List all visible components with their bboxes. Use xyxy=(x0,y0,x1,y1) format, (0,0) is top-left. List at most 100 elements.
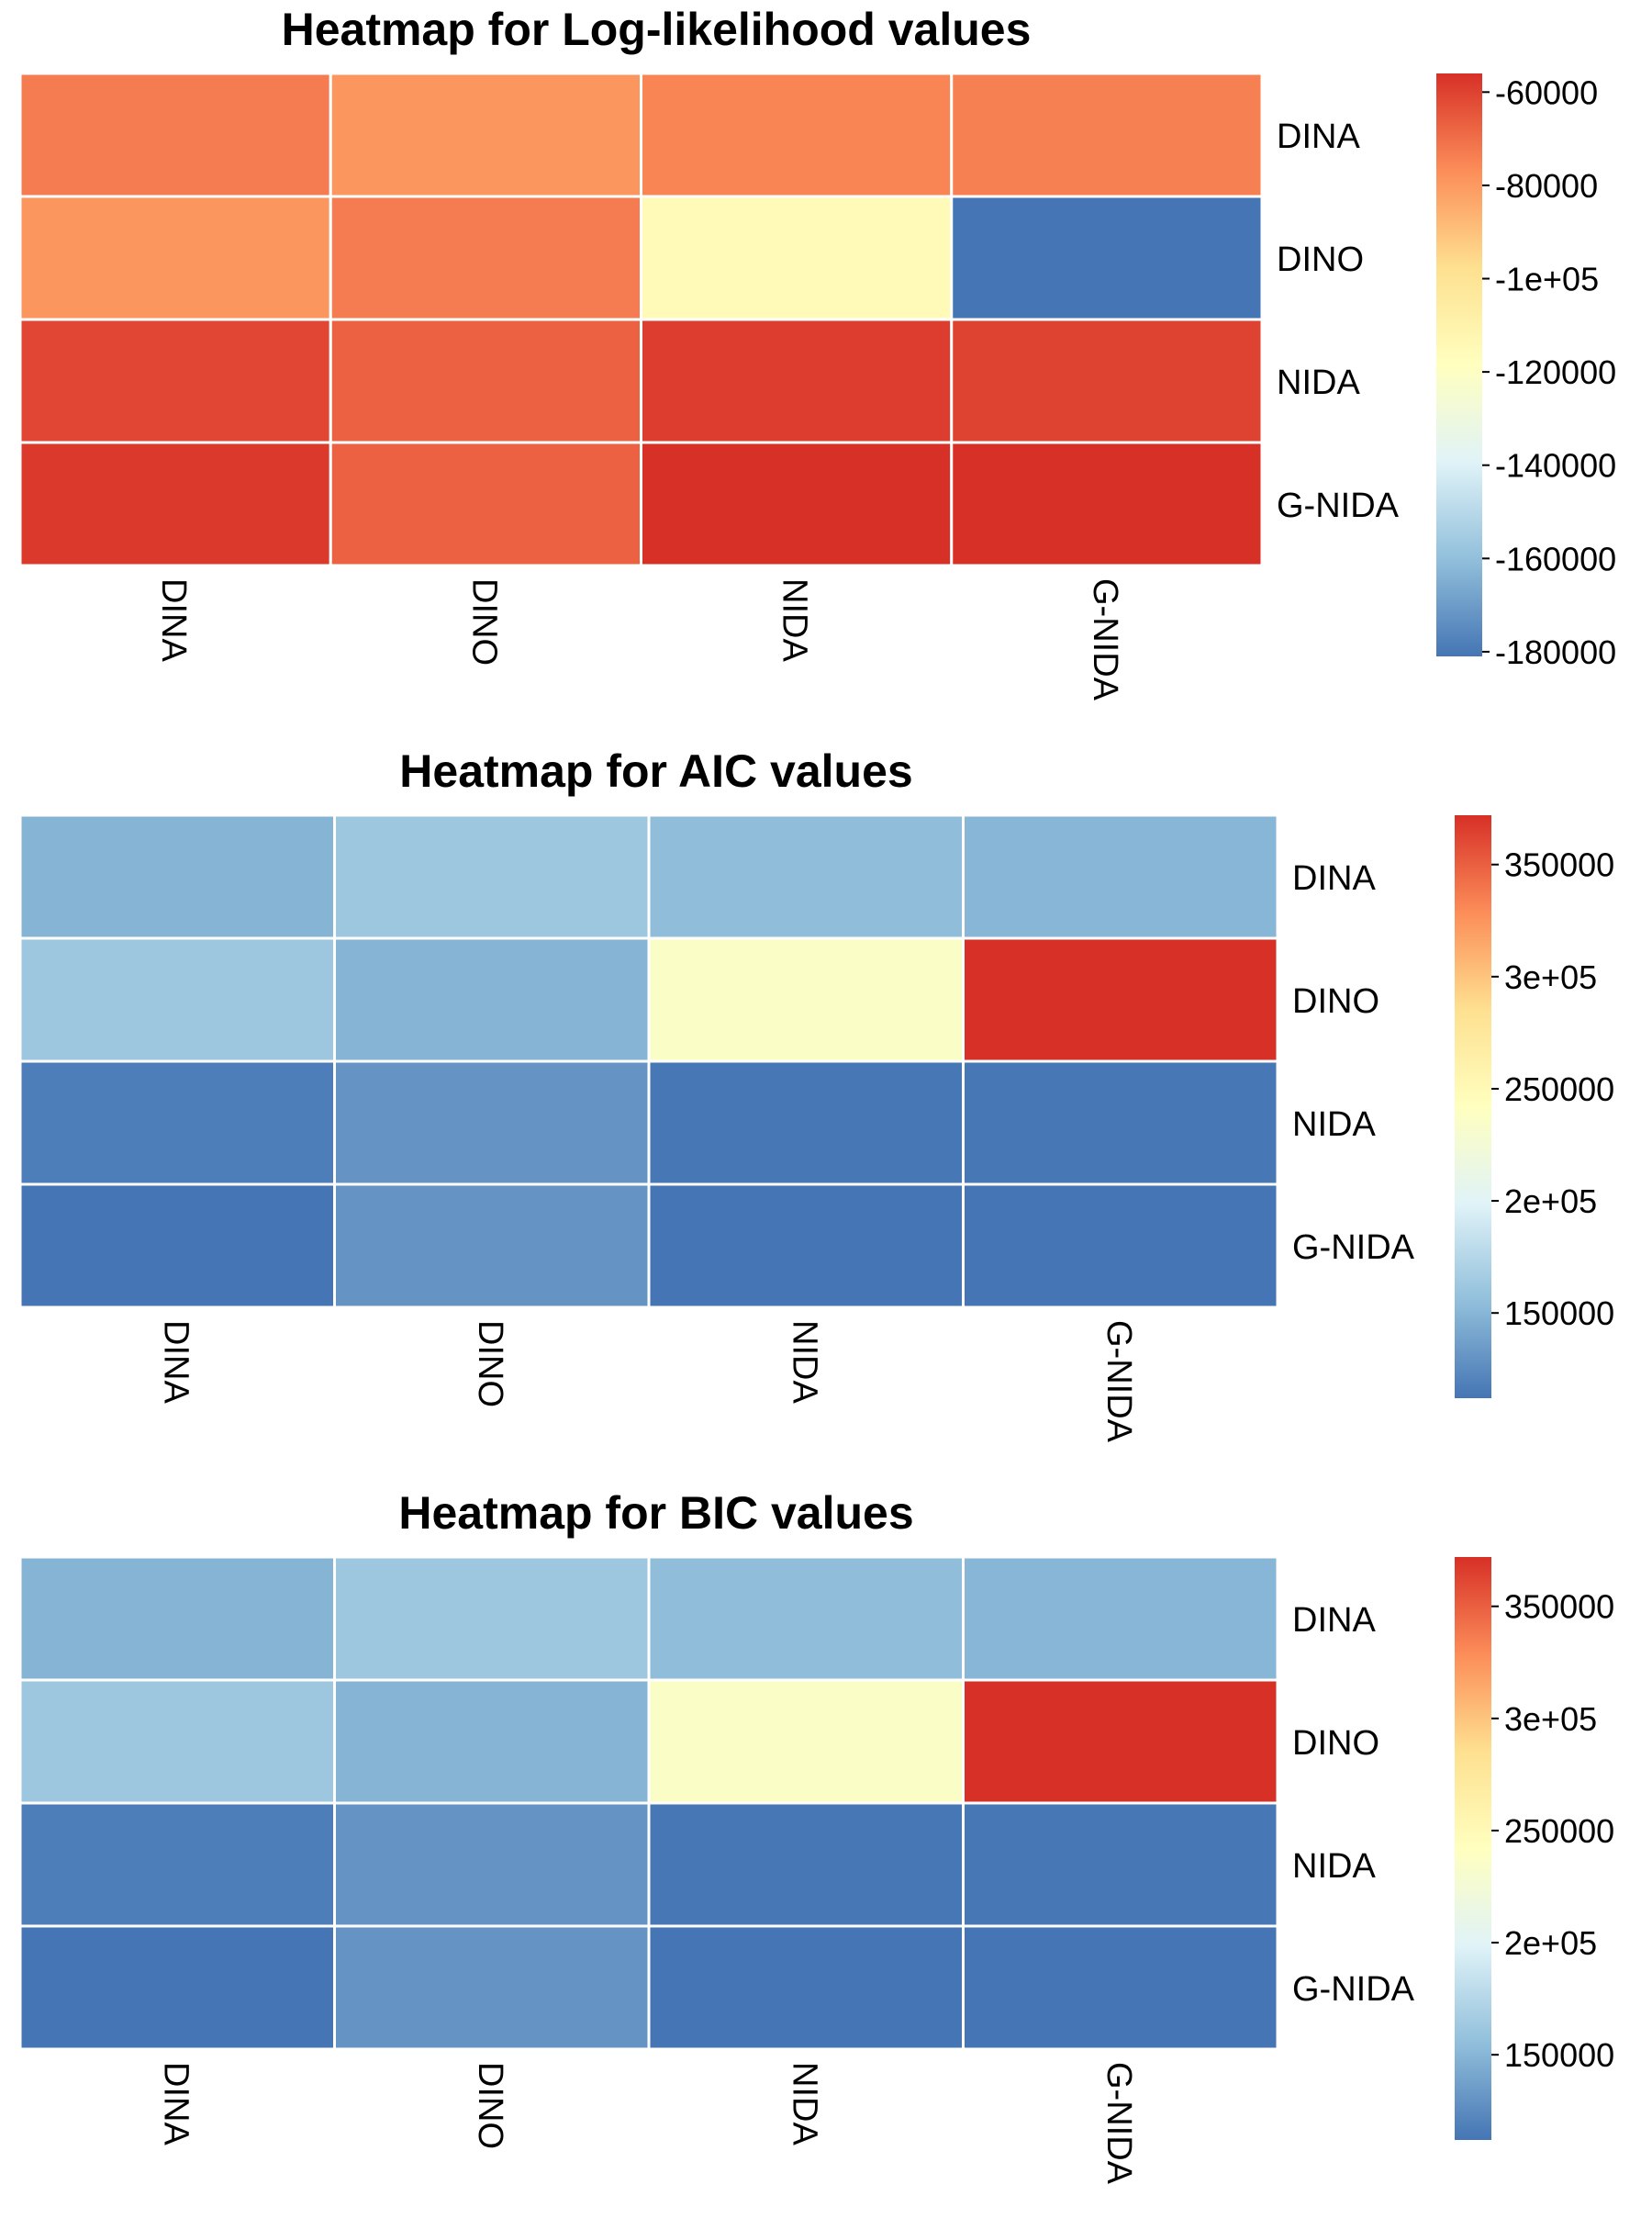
column-label: DINO xyxy=(471,2062,509,2149)
heatmap-cell-g-nida-dina xyxy=(18,1182,336,1309)
row-label: DINO xyxy=(1292,982,1379,1021)
column-label: DINA xyxy=(156,1320,195,1404)
colorbar-tick-label: 2e+05 xyxy=(1504,1182,1597,1220)
row-label: G-NIDA xyxy=(1277,487,1400,525)
column-label: DINA xyxy=(156,2062,195,2145)
heatmap-cell-dino-dino xyxy=(333,1678,651,1805)
chart-title: Heatmap for AIC values xyxy=(399,745,913,797)
heatmap-panel-loglik: Heatmap for Log-likelihood values DINA DI… xyxy=(0,0,1652,734)
heatmap-cell-dino-nida xyxy=(640,195,954,321)
row-label: NIDA xyxy=(1292,1105,1376,1144)
colorbar-tick-label: 250000 xyxy=(1504,1070,1614,1108)
heatmap-cell-g-nida-dino xyxy=(329,441,642,567)
heatmap-cell-dino-dino xyxy=(333,936,651,1063)
colorbar-tick-label: -140000 xyxy=(1495,447,1616,485)
row-label: DINA xyxy=(1292,1601,1376,1640)
colorbar-tick-label: 2e+05 xyxy=(1504,1924,1597,1962)
colorbar-tick-label: -60000 xyxy=(1495,73,1598,111)
heatmap-aic: DINA DINO NIDA G-NIDA DINA DINO NIDA G-NIDA 3500… xyxy=(18,813,1614,1443)
heatmap-cell-dino-dina xyxy=(18,936,336,1063)
colorbar-tick-label: -1e+05 xyxy=(1495,261,1599,298)
column-label: DINA xyxy=(154,578,193,662)
colorbar-tick-label: 3e+05 xyxy=(1504,958,1597,996)
colorbar-tick-label: 3e+05 xyxy=(1504,1700,1597,1738)
heatmap-cell-dino-g-nida xyxy=(962,936,1279,1063)
column-label: DINO xyxy=(471,1320,509,1407)
colorbar xyxy=(1455,1557,1491,2140)
heatmap-cell-dina-g-nida xyxy=(962,813,1279,940)
heatmap-panel-aic: Heatmap for AIC values DINA DINO NIDA G-NID… xyxy=(0,742,1652,1476)
row-label: G-NIDA xyxy=(1292,1970,1415,2009)
heatmap-cell-nida-dina xyxy=(18,1801,336,1928)
heatmap-cell-nida-dina xyxy=(18,1059,336,1186)
colorbar xyxy=(1455,815,1491,1398)
heatmap-cell-dino-dino xyxy=(329,195,642,321)
heatmap-cell-dina-nida xyxy=(647,813,965,940)
heatmap-cell-dina-dina xyxy=(18,72,332,198)
heatmap-cell-dino-g-nida xyxy=(962,1678,1279,1805)
row-label: G-NIDA xyxy=(1292,1228,1415,1267)
heatmap-cell-g-nida-g-nida xyxy=(962,1182,1279,1309)
heatmap-cell-dino-nida xyxy=(647,936,965,1063)
heatmap-cell-dina-dina xyxy=(18,813,336,940)
heatmap-cell-dino-dina xyxy=(18,195,332,321)
heatmap-cell-dino-nida xyxy=(647,1678,965,1805)
heatmap-cell-g-nida-g-nida xyxy=(962,1924,1279,2051)
heatmap-cell-nida-nida xyxy=(647,1801,965,1928)
heatmap-cell-g-nida-nida xyxy=(647,1924,965,2051)
heatmap-cell-nida-g-nida xyxy=(950,318,1264,444)
heatmap-cell-dino-dina xyxy=(18,1678,336,1805)
row-label: NIDA xyxy=(1292,1847,1376,1886)
heatmap-cell-g-nida-nida xyxy=(647,1182,965,1309)
colorbar-tick-label: -180000 xyxy=(1495,633,1616,671)
colorbar-tick-label: -120000 xyxy=(1495,353,1616,391)
heatmap-cell-dino-g-nida xyxy=(950,195,1264,321)
colorbar-tick-label: 350000 xyxy=(1504,1588,1614,1626)
heatmap-cell-nida-dino xyxy=(333,1801,651,1928)
colorbar-tick-label: 150000 xyxy=(1504,1294,1614,1332)
heatmap-cell-dina-nida xyxy=(647,1555,965,1682)
colorbar-tick-label: -80000 xyxy=(1495,167,1598,205)
row-label: NIDA xyxy=(1277,364,1360,402)
colorbar-tick-label: -160000 xyxy=(1495,540,1616,577)
chart-title: Heatmap for BIC values xyxy=(398,1487,914,1539)
heatmap-cell-nida-dino xyxy=(329,318,642,444)
column-label: G-NIDA xyxy=(1086,578,1124,701)
column-label: G-NIDA xyxy=(1099,1320,1138,1443)
heatmap-cell-nida-nida xyxy=(640,318,954,444)
heatmap-cell-dina-dino xyxy=(333,813,651,940)
heatmap-bic: DINA DINO NIDA G-NIDA DINA DINO NIDA G-NIDA 3500… xyxy=(18,1555,1614,2185)
heatmap-cell-nida-nida xyxy=(647,1059,965,1186)
heatmap-cell-dina-dino xyxy=(333,1555,651,1682)
heatmap-loglik: DINA DINO NIDA G-NIDA DINA DINO NIDA G-NIDA -600… xyxy=(18,72,1616,701)
heatmap-cell-nida-dino xyxy=(333,1059,651,1186)
column-label: NIDA xyxy=(785,1320,823,1404)
column-label: NIDA xyxy=(776,578,814,662)
heatmap-cell-dina-dino xyxy=(329,72,642,198)
colorbar-tick-label: 150000 xyxy=(1504,2036,1614,2074)
colorbar-tick-label: 250000 xyxy=(1504,1812,1614,1850)
colorbar xyxy=(1436,73,1482,656)
heatmap-cell-g-nida-dina xyxy=(18,1924,336,2051)
row-label: DINA xyxy=(1277,118,1360,156)
heatmap-cell-dina-g-nida xyxy=(962,1555,1279,1682)
heatmap-cell-nida-g-nida xyxy=(962,1801,1279,1928)
heatmap-cell-g-nida-dina xyxy=(18,441,332,567)
heatmap-cell-g-nida-g-nida xyxy=(950,441,1264,567)
column-label: NIDA xyxy=(785,2062,823,2145)
row-label: DINO xyxy=(1292,1724,1379,1763)
heatmap-cell-dina-g-nida xyxy=(950,72,1264,198)
heatmap-panel-bic: Heatmap for BIC values DINA DINO NIDA G-NID… xyxy=(0,1484,1652,2218)
chart-title: Heatmap for Log-likelihood values xyxy=(281,4,1032,55)
row-label: DINO xyxy=(1277,241,1364,279)
heatmap-cell-g-nida-dino xyxy=(333,1182,651,1309)
heatmap-cell-nida-g-nida xyxy=(962,1059,1279,1186)
heatmap-cell-nida-dina xyxy=(18,318,332,444)
heatmap-cell-g-nida-dino xyxy=(333,1924,651,2051)
heatmap-cell-dina-nida xyxy=(640,72,954,198)
row-label: DINA xyxy=(1292,859,1376,898)
column-label: DINO xyxy=(464,578,503,666)
heatmap-cell-g-nida-nida xyxy=(640,441,954,567)
heatmap-cell-dina-dina xyxy=(18,1555,336,1682)
column-label: G-NIDA xyxy=(1099,2062,1138,2185)
